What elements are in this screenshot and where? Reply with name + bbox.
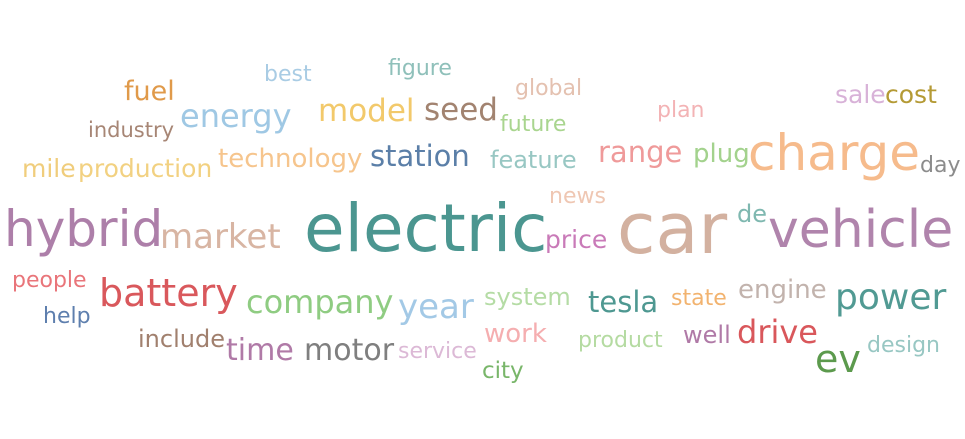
word-model: model bbox=[318, 93, 415, 129]
word-ev: ev bbox=[815, 337, 861, 381]
word-engine: engine bbox=[738, 275, 827, 305]
word-range: range bbox=[598, 135, 683, 169]
word-battery: battery bbox=[99, 271, 238, 315]
word-drive: drive bbox=[737, 313, 818, 351]
word-seed: seed bbox=[424, 92, 498, 128]
word-sale: sale bbox=[835, 80, 886, 109]
word-plan: plan bbox=[657, 98, 705, 123]
word-power: power bbox=[835, 277, 947, 318]
word-de: de bbox=[737, 200, 767, 228]
word-mile: mile bbox=[22, 154, 76, 183]
word-industry: industry bbox=[88, 118, 175, 142]
word-state: state bbox=[671, 286, 727, 311]
word-city: city bbox=[482, 358, 524, 384]
word-cost: cost bbox=[885, 80, 937, 109]
word-motor: motor bbox=[304, 333, 395, 368]
word-tesla: tesla bbox=[588, 285, 659, 319]
word-vehicle: vehicle bbox=[768, 200, 954, 260]
word-future: future bbox=[500, 112, 567, 137]
word-people: people bbox=[12, 268, 87, 293]
word-energy: energy bbox=[180, 97, 292, 135]
word-system: system bbox=[484, 283, 571, 311]
word-company: company bbox=[246, 283, 394, 321]
word-year: year bbox=[398, 287, 474, 327]
word-hybrid: hybrid bbox=[4, 200, 164, 258]
word-help: help bbox=[43, 304, 91, 329]
word-figure: figure bbox=[388, 56, 452, 81]
word-include: include bbox=[138, 325, 225, 353]
word-product: product bbox=[578, 328, 663, 353]
word-service: service bbox=[398, 339, 477, 364]
word-time: time bbox=[226, 333, 294, 368]
word-best: best bbox=[264, 62, 312, 87]
word-well: well bbox=[683, 321, 731, 349]
word-work: work bbox=[484, 319, 547, 349]
word-price: price bbox=[545, 225, 608, 254]
word-design: design bbox=[867, 333, 940, 358]
word-market: market bbox=[160, 217, 281, 257]
word-fuel: fuel bbox=[124, 76, 175, 107]
word-charge: charge bbox=[748, 124, 920, 182]
word-day: day bbox=[920, 153, 961, 178]
word-electric: electric bbox=[304, 190, 548, 267]
word-feature: feature bbox=[490, 146, 577, 174]
word-global: global bbox=[515, 76, 583, 101]
word-station: station bbox=[370, 139, 470, 173]
word-production: production bbox=[78, 154, 213, 183]
word-news: news bbox=[549, 184, 606, 209]
word-technology: technology bbox=[218, 144, 363, 174]
word-car: car bbox=[617, 188, 728, 270]
word-plug: plug bbox=[693, 139, 750, 169]
